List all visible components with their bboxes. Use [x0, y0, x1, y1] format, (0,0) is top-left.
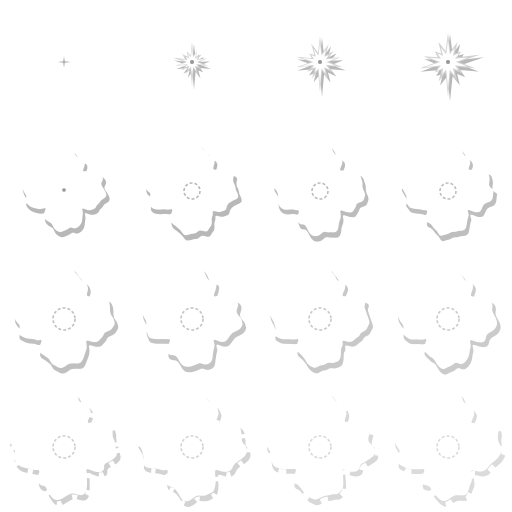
- explosion-frame-16-sprite: [384, 384, 512, 512]
- explosion-frame-2-sprite: [128, 0, 256, 128]
- explosion-frame-1-sprite: [0, 0, 128, 128]
- explosion-frame-14: [128, 384, 256, 512]
- explosion-frame-2: [128, 0, 256, 128]
- explosion-frame-6-sprite: [128, 128, 256, 256]
- explosion-frame-1: [0, 0, 128, 128]
- explosion-frame-5-sprite: [0, 128, 128, 256]
- explosion-frame-13: [0, 384, 128, 512]
- explosion-frame-3: [256, 0, 384, 128]
- explosion-frame-7-sprite: [256, 128, 384, 256]
- cloud-body: [267, 392, 375, 500]
- cloud-body: [15, 268, 115, 368]
- explosion-frame-10-sprite: [128, 256, 256, 384]
- explosion-frame-13-sprite: [0, 384, 128, 512]
- explosion-frame-11: [256, 256, 384, 384]
- explosion-frame-7: [256, 128, 384, 256]
- cloud-body: [395, 392, 502, 501]
- burst-center: [446, 60, 450, 64]
- cloud-body: [10, 393, 117, 500]
- cloud-body: [401, 144, 493, 236]
- explosion-frame-12-sprite: [384, 256, 512, 384]
- spark-shape: [58, 57, 71, 68]
- explosion-frame-16: [384, 384, 512, 512]
- explosion-frame-6: [128, 128, 256, 256]
- burst-center: [190, 60, 194, 64]
- explosion-frame-9-sprite: [0, 256, 128, 384]
- explosion-frame-5: [0, 128, 128, 256]
- cloud-body: [146, 143, 239, 235]
- explosion-frame-14-sprite: [128, 384, 256, 512]
- explosion-frame-10: [128, 256, 256, 384]
- cloud-body: [270, 268, 369, 368]
- explosion-frame-4-sprite: [384, 0, 512, 128]
- cloud-body: [143, 268, 243, 367]
- cloud-body: [274, 143, 365, 236]
- cloud-body: [137, 391, 247, 501]
- cloud-body: [398, 269, 498, 369]
- explosion-frame-15: [256, 384, 384, 512]
- burst-center: [318, 60, 322, 64]
- explosion-frame-12: [384, 256, 512, 384]
- explosion-frame-8-sprite: [384, 128, 512, 256]
- explosion-frame-4: [384, 0, 512, 128]
- explosion-frame-9: [0, 256, 128, 384]
- explosion-frame-8: [384, 128, 512, 256]
- explosion-frame-11-sprite: [256, 256, 384, 384]
- explosion-frame-3-sprite: [256, 0, 384, 128]
- cloud-center: [62, 188, 66, 192]
- explosion-frame-15-sprite: [256, 384, 384, 512]
